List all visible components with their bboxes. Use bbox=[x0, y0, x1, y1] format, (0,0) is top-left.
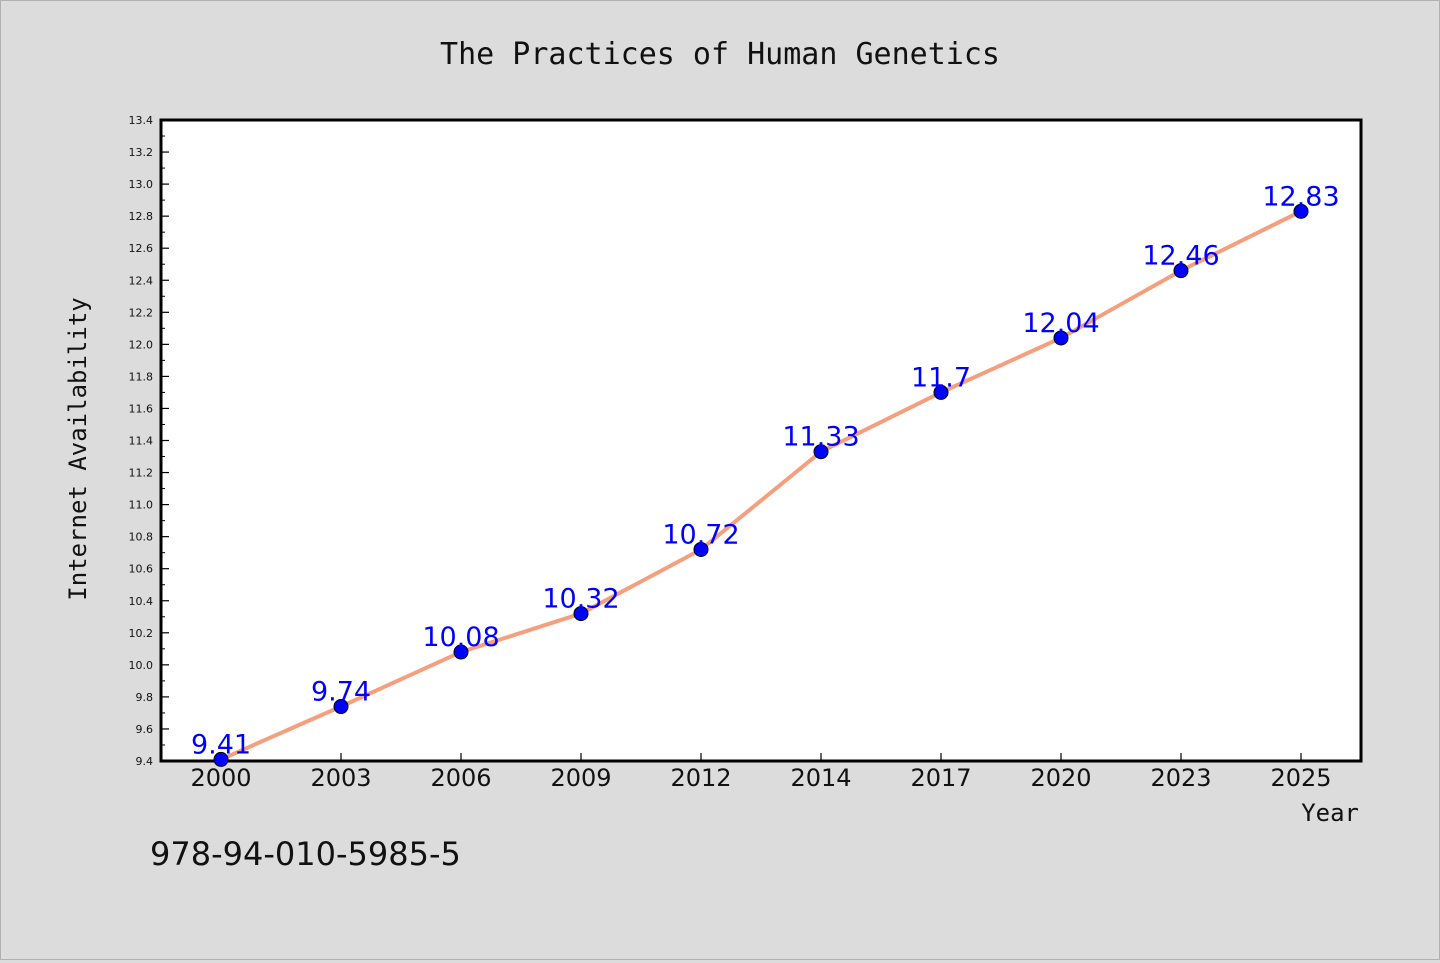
x-tick-label: 2017 bbox=[910, 764, 971, 792]
data-point bbox=[1053, 330, 1069, 346]
x-tick-label: 2012 bbox=[670, 764, 731, 792]
data-label: 12.04 bbox=[1022, 308, 1099, 339]
y-tick-label: 10.4 bbox=[129, 595, 154, 608]
x-tick-label: 2025 bbox=[1270, 764, 1331, 792]
x-tick-label: 2003 bbox=[310, 764, 371, 792]
y-tick-label: 10.8 bbox=[129, 531, 154, 544]
data-label: 12.46 bbox=[1142, 241, 1219, 272]
y-tick-label: 13.0 bbox=[129, 178, 154, 191]
data-label: 12.83 bbox=[1262, 181, 1339, 212]
x-tick-label: 2000 bbox=[190, 764, 251, 792]
y-tick-label: 11.8 bbox=[129, 370, 154, 383]
y-tick-label: 11.4 bbox=[129, 435, 154, 448]
y-axis-ticks: 9.4 9.6 9.8 10.0 10.2 10.4 10.6 10.8 11.0 11.2 11.… bbox=[129, 114, 169, 768]
data-point bbox=[933, 384, 949, 400]
y-tick-label: 12.8 bbox=[129, 210, 154, 223]
chart-title: The Practices of Human Genetics bbox=[440, 37, 1000, 72]
y-tick-label: 12.4 bbox=[129, 274, 154, 287]
data-label: 10.08 bbox=[422, 622, 499, 653]
x-tick-label: 2020 bbox=[1030, 764, 1091, 792]
data-point bbox=[333, 699, 349, 715]
y-tick-label: 12.0 bbox=[129, 338, 154, 351]
y-tick-label: 9.6 bbox=[136, 723, 154, 736]
series-line-group: 9.41 9.74 10.08 10.32 10.72 11.33 11.7 12.04 12.… bbox=[191, 181, 1340, 767]
x-tick-label: 2023 bbox=[1150, 764, 1211, 792]
data-point bbox=[213, 751, 229, 767]
series-line bbox=[219, 209, 1303, 762]
isbn-label: 978-94-010-5985-5 bbox=[150, 835, 461, 873]
y-tick-label: 10.0 bbox=[129, 659, 154, 672]
y-tick-label: 10.2 bbox=[129, 627, 154, 640]
data-label: 9.74 bbox=[311, 677, 371, 708]
x-tick-label: 2014 bbox=[790, 764, 851, 792]
data-label: 11.33 bbox=[782, 422, 859, 453]
x-tick-label: 2009 bbox=[550, 764, 611, 792]
data-point bbox=[813, 444, 829, 460]
data-point bbox=[693, 541, 709, 557]
y-tick-label: 9.4 bbox=[136, 755, 154, 768]
y-tick-label: 12.2 bbox=[129, 306, 154, 319]
y-tick-label: 11.0 bbox=[129, 499, 154, 512]
plot-border bbox=[159, 118, 1363, 763]
y-tick-label: 10.6 bbox=[129, 563, 154, 576]
data-point bbox=[1173, 263, 1189, 279]
y-tick-label: 11.6 bbox=[129, 402, 154, 415]
y-tick-label: 11.2 bbox=[129, 467, 154, 480]
x-tick-label: 2006 bbox=[430, 764, 491, 792]
data-label: 10.72 bbox=[662, 519, 739, 550]
y-tick-label: 12.6 bbox=[129, 242, 154, 255]
data-point bbox=[453, 644, 469, 660]
data-point bbox=[573, 606, 589, 622]
y-tick-label: 9.8 bbox=[136, 691, 154, 704]
y-tick-label: 13.4 bbox=[129, 114, 154, 127]
data-label: 9.41 bbox=[191, 729, 251, 760]
x-axis-label: Year bbox=[1301, 799, 1359, 827]
y-tick-label: 13.2 bbox=[129, 146, 154, 159]
data-label: 11.7 bbox=[911, 362, 971, 393]
plot-area bbox=[161, 120, 1361, 761]
data-label: 10.32 bbox=[542, 584, 619, 615]
x-axis-ticks: 2000 2003 2006 2009 2012 2014 2017 2020 2023 2025 bbox=[190, 753, 1332, 792]
y-axis-label: Internet Availability bbox=[64, 297, 92, 600]
data-point bbox=[1293, 203, 1309, 219]
